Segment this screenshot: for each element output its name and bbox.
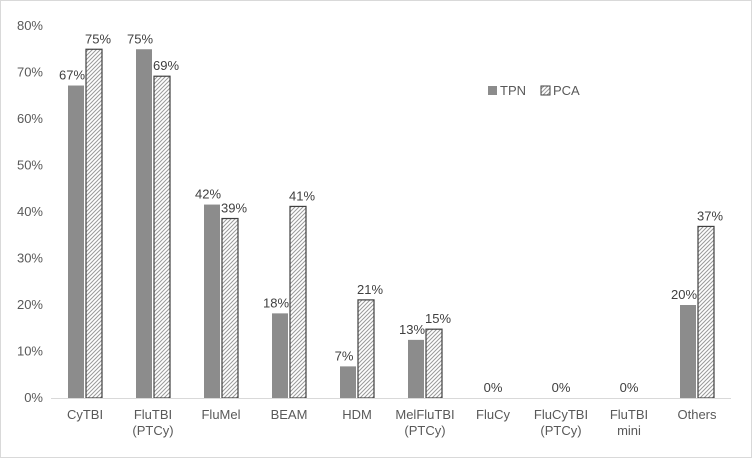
x-tick-label: Others — [677, 407, 717, 422]
x-tick-label: (PTCy) — [132, 423, 173, 438]
data-label: 39% — [221, 201, 247, 216]
data-label: 75% — [127, 31, 153, 46]
legend-label-tpn: TPN — [500, 83, 526, 98]
bar-tpn — [136, 49, 152, 398]
x-tick-label: CyTBI — [67, 407, 103, 422]
data-label: 20% — [671, 287, 697, 302]
x-tick-label: MelFluTBI — [395, 407, 454, 422]
legend: TPN PCA — [488, 83, 580, 98]
data-label: 7% — [335, 348, 354, 363]
y-tick-label: 50% — [17, 158, 43, 173]
y-axis: 0% 10% 20% 30% 40% 50% 60% 70% 80% — [17, 18, 43, 405]
y-tick-label: 20% — [17, 297, 43, 312]
bar-pca — [425, 328, 443, 399]
y-tick-label: 80% — [17, 18, 43, 33]
bar-pca — [357, 299, 375, 399]
x-tick-label: (PTCy) — [404, 423, 445, 438]
bar-pca — [153, 75, 171, 399]
bar-pca — [289, 205, 307, 399]
x-tick-label: FluTBI — [610, 407, 648, 422]
bar-pca — [221, 217, 239, 399]
legend-label-pca: PCA — [553, 83, 580, 98]
x-axis: CyTBI FluTBI(PTCy)FluMel BEAM HDM MelFluTBI(… — [51, 398, 731, 438]
x-tick-label: (PTCy) — [540, 423, 581, 438]
legend-swatch-tpn — [488, 86, 497, 95]
bar-pca — [697, 225, 715, 399]
data-label: 69% — [153, 58, 179, 73]
data-label: 75% — [85, 31, 111, 46]
bar-tpn — [272, 313, 288, 398]
data-label: 41% — [289, 188, 315, 203]
bar-tpn — [68, 85, 84, 399]
data-label: 0% — [620, 380, 639, 395]
x-tick-label: HDM — [342, 407, 372, 422]
bar-tpn — [680, 305, 696, 398]
data-label: 0% — [552, 380, 571, 395]
data-label: 42% — [195, 187, 221, 202]
x-tick-label: FluCyTBI — [534, 407, 588, 422]
y-tick-label: 0% — [24, 390, 43, 405]
x-tick-label: mini — [617, 423, 641, 438]
data-label: 21% — [357, 282, 383, 297]
bars: 67%75% 75%69%42%39%18%41%7%21%13%15%0% 0% 0… — [59, 31, 723, 399]
y-tick-label: 70% — [17, 65, 43, 80]
y-tick-label: 30% — [17, 251, 43, 266]
data-label: 0% — [484, 380, 503, 395]
bar-tpn — [340, 366, 356, 398]
y-tick-label: 10% — [17, 344, 43, 359]
data-label: 15% — [425, 311, 451, 326]
x-tick-label: FluTBI — [134, 407, 172, 422]
bar-pca — [85, 48, 103, 399]
data-label: 13% — [399, 322, 425, 337]
legend-swatch-pca — [540, 85, 551, 96]
x-tick-label: FluMel — [201, 407, 240, 422]
data-label: 18% — [263, 295, 289, 310]
data-label: 67% — [59, 68, 85, 83]
bar-tpn — [204, 204, 220, 398]
bar-tpn — [408, 339, 424, 398]
y-tick-label: 40% — [17, 204, 43, 219]
y-tick-label: 60% — [17, 111, 43, 126]
x-tick-label: BEAM — [271, 407, 308, 422]
x-tick-label: FluCy — [476, 407, 510, 422]
data-label: 37% — [697, 208, 723, 223]
